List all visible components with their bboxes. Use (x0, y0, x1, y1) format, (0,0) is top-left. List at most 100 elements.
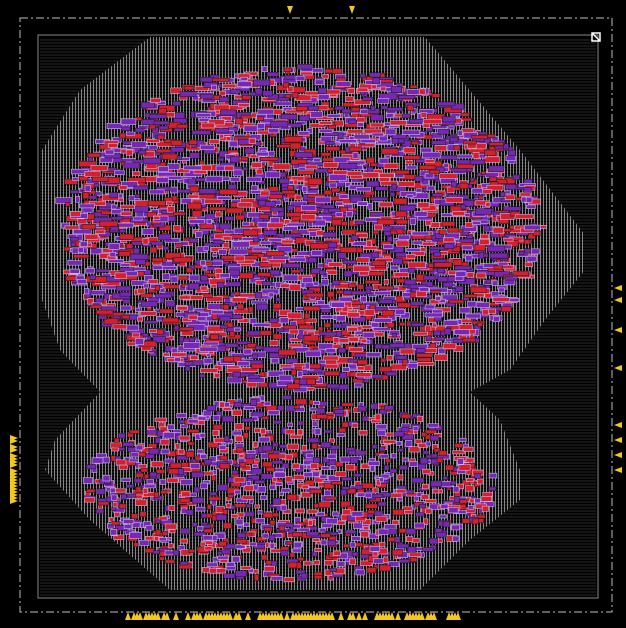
cell (415, 212, 427, 217)
cell (372, 133, 384, 136)
cell (122, 127, 131, 131)
cell (332, 281, 340, 285)
cell (188, 429, 200, 432)
cell (170, 463, 182, 468)
cell (375, 187, 387, 191)
cell (269, 187, 279, 192)
cell (429, 538, 438, 544)
cell (121, 212, 131, 216)
cell (197, 114, 211, 117)
cell (196, 178, 206, 181)
cell (350, 348, 363, 352)
cell (367, 167, 373, 173)
cell (437, 533, 447, 537)
cell (381, 87, 386, 91)
cell (524, 187, 532, 192)
cell (172, 196, 177, 201)
cell (133, 172, 140, 176)
cell (305, 363, 310, 369)
cell (254, 575, 258, 581)
cell (451, 525, 459, 530)
cell (223, 509, 228, 514)
cell (395, 432, 404, 437)
cell (440, 230, 447, 234)
cell (236, 215, 245, 220)
cell (455, 266, 471, 270)
cell (386, 372, 396, 376)
cell (142, 229, 154, 235)
cell (393, 333, 397, 337)
cell (220, 402, 225, 408)
cell (398, 235, 410, 239)
cell (168, 425, 175, 430)
cell (307, 532, 319, 536)
cell (319, 129, 332, 132)
cell (432, 94, 440, 98)
cell (173, 101, 181, 105)
cell (422, 484, 428, 489)
cell (345, 531, 356, 534)
cell (425, 236, 432, 239)
cell (307, 379, 315, 385)
cell (160, 309, 173, 313)
cell (412, 232, 429, 235)
cell (180, 336, 184, 341)
cell (232, 242, 250, 248)
cell (423, 548, 434, 552)
cell (349, 147, 361, 151)
cell (332, 512, 338, 516)
cell (166, 202, 173, 205)
cell (346, 465, 355, 471)
cell (445, 243, 454, 248)
cell (286, 234, 302, 237)
cell (249, 375, 260, 379)
cell (237, 533, 246, 538)
cell (385, 406, 394, 411)
cell (429, 170, 439, 173)
cell (252, 301, 268, 304)
cell (136, 308, 140, 312)
cell (149, 330, 156, 333)
cell (500, 192, 505, 197)
cell (174, 258, 192, 263)
cell (419, 504, 425, 508)
cell (489, 166, 504, 172)
cell (311, 268, 321, 273)
cell (418, 358, 432, 362)
cell (219, 445, 226, 449)
cell (141, 102, 155, 108)
cell (427, 186, 434, 190)
cell (482, 497, 492, 502)
cell (431, 290, 440, 293)
cell (121, 263, 130, 266)
cell (70, 237, 78, 241)
cell (292, 533, 302, 537)
cell (308, 520, 312, 525)
cell (200, 374, 204, 377)
cell (399, 529, 407, 533)
cell (439, 515, 446, 518)
cell (282, 240, 294, 243)
cell (164, 285, 182, 289)
cell (316, 169, 328, 173)
cell (214, 438, 225, 442)
cell (258, 117, 264, 121)
cell (435, 297, 440, 301)
cell (113, 325, 127, 329)
cell (155, 536, 159, 541)
cell (461, 113, 470, 116)
cell (147, 480, 154, 484)
cell (342, 487, 350, 490)
cell (213, 416, 220, 421)
cell (270, 521, 275, 525)
cell (165, 459, 175, 463)
cell (223, 243, 229, 248)
cell (157, 431, 163, 437)
cell (290, 338, 302, 341)
cell (190, 296, 202, 300)
cell (298, 64, 313, 69)
cell (356, 570, 365, 575)
cell (66, 202, 70, 206)
cell (404, 510, 412, 513)
cell (327, 384, 340, 388)
